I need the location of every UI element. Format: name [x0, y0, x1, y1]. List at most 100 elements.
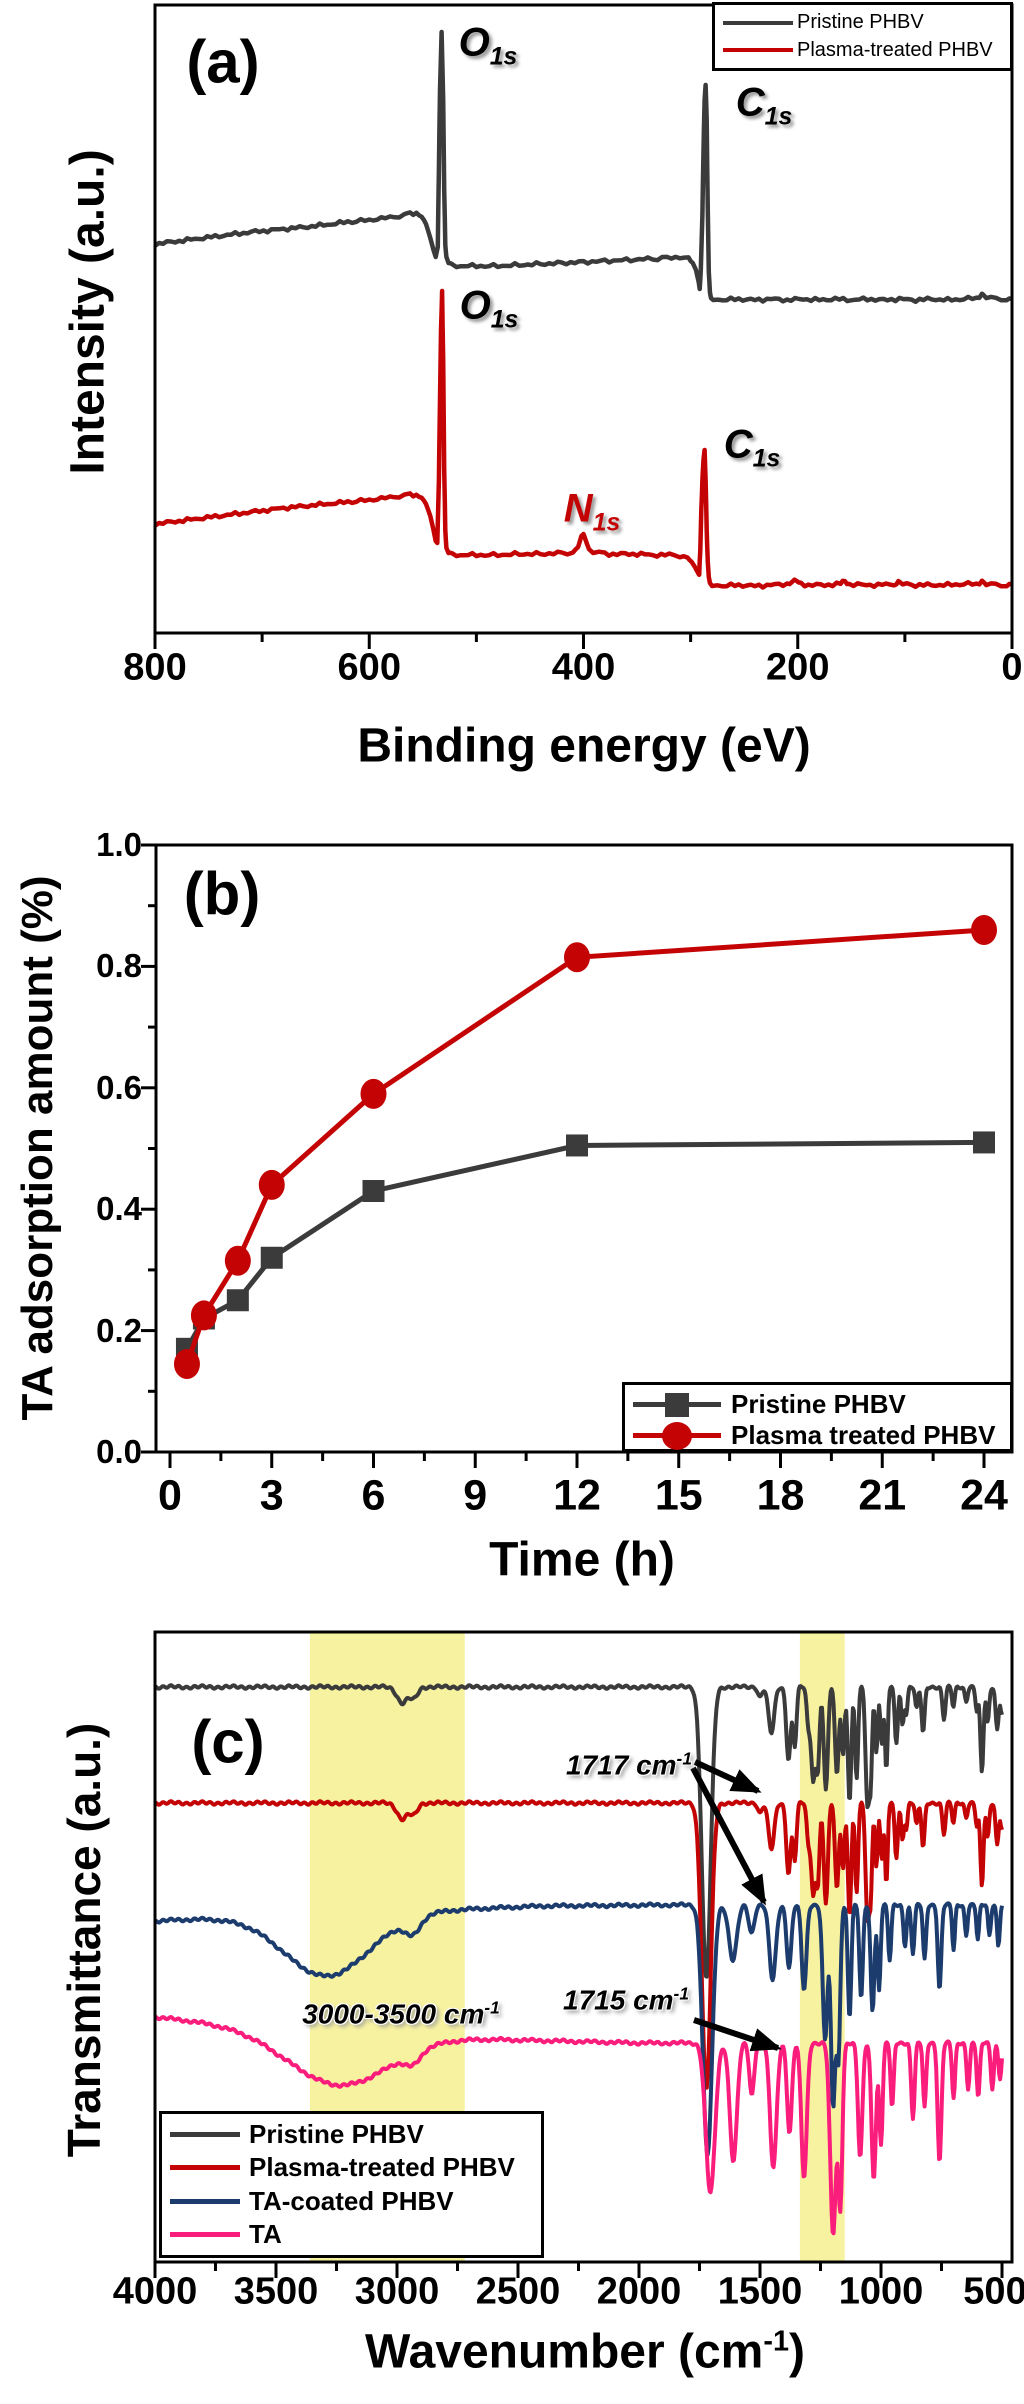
legend-item: Plasma-treated PHBV: [723, 39, 1002, 62]
panel-c-x-tick-label: 1000: [838, 2270, 924, 2313]
panel-b-y-axis-title: TA adsorption amount (%): [13, 875, 62, 1421]
panel-a-x-tick-label: 0: [1001, 646, 1023, 689]
panel-b-y-tick-label: 0.4: [96, 1190, 142, 1228]
annotation-arrow: [693, 2017, 782, 2052]
panel-b-y-tick-label: 0.6: [96, 1068, 142, 1106]
panel-a-y-axis-title: Intensity (a.u.): [61, 149, 115, 475]
panel-b-x-axis-title: Time (h): [489, 1533, 675, 1587]
data-point-circle: [224, 1245, 251, 1276]
panel-b-x-tick-label: 18: [756, 1471, 805, 1520]
ftir-curve-plasma-treated-phbv: [154, 1799, 1004, 2090]
xps-curve-plasma-treated-phbv: [153, 288, 1013, 590]
panel-c-x-tick-label: 3500: [233, 2270, 319, 2313]
legend-label: Pristine PHBV: [731, 1389, 906, 1419]
legend-label: Plasma-treated PHBV: [249, 2152, 515, 2183]
data-point-square: [260, 1246, 283, 1269]
panel-c-x-tick-label: 2500: [475, 2270, 561, 2313]
annotation-arrow: [693, 1759, 762, 1794]
legend-label: Plasma-treated PHBV: [797, 38, 993, 61]
legend-item: Plasma treated PHBV: [633, 1420, 1002, 1451]
data-point-circle: [258, 1169, 285, 1200]
adsorption-line-square: [184, 1139, 985, 1351]
panel-a-letter: (a): [186, 28, 260, 96]
legend-swatch-square-icon: [633, 1392, 721, 1417]
panel-b-y-tick-label: 0.0: [96, 1433, 142, 1470]
legend-swatch-line-icon: [170, 2165, 240, 2171]
legend-label: TA: [249, 2218, 282, 2249]
annotation-30003500cm: 3000-3500 cm-1: [302, 1997, 500, 2030]
panel-b-x-tick-label: 12: [553, 1471, 601, 1520]
legend-line-icon: [723, 48, 793, 53]
legend-item: Plasma-treated PHBV: [170, 2152, 533, 2183]
legend-label: Pristine PHBV: [249, 2119, 424, 2150]
data-point-circle: [360, 1078, 387, 1109]
ftir-curve-pristine-phbv: [154, 1683, 1004, 1979]
ftir-curve-ta-coated-phbv: [154, 1901, 1004, 2157]
panel-b-x-tick-label: 24: [960, 1471, 1008, 1520]
panel-a-x-tick-label: 200: [766, 646, 830, 689]
legend-line-icon: [170, 2165, 240, 2171]
data-point-circle: [971, 914, 997, 945]
data-point-circle: [173, 1348, 200, 1379]
panel-c-x-tick-label: 500: [963, 2270, 1024, 2313]
panel-b-x-tick-label: 21: [858, 1471, 907, 1520]
legend-swatch-line-icon: [170, 2198, 240, 2204]
panel-a-legend: Pristine PHBV Plasma-treated PHBV: [712, 2, 1013, 71]
panel-c-x-tick-label: 4000: [112, 2270, 198, 2313]
panel-b-y-tick-label: 0.8: [96, 947, 142, 985]
legend-item: TA-coated PHBV: [170, 2186, 533, 2217]
peak-label-c1s: C1s: [723, 422, 781, 473]
panel-b-x-tick-label: 15: [654, 1471, 703, 1520]
legend-swatch-line-icon: [723, 48, 793, 53]
data-point-square: [362, 1179, 385, 1202]
panel-a-x-tick-label: 400: [551, 646, 616, 689]
panel-b-x-tick-label: 0: [158, 1471, 182, 1520]
annotation-1717cm: 1717 cm-1: [566, 1748, 692, 1781]
panel-a-x-tick-label: 600: [337, 646, 401, 689]
data-point-square: [566, 1134, 588, 1157]
panel-c-letter: (c): [191, 1708, 265, 1776]
panel-c-legend: Pristine PHBV Plasma-treated PHBV TA-coate…: [159, 2111, 544, 2258]
legend-item: TA: [170, 2219, 533, 2250]
legend-label: Plasma treated PHBV: [731, 1420, 996, 1450]
panel-c-frame: [153, 1630, 1014, 2264]
panel-c-x-tick-label: 1500: [717, 2270, 803, 2313]
legend-label: Pristine PHBV: [797, 11, 924, 34]
ftir-curve-ta: [154, 2014, 1004, 2236]
panel-c-x-tick-label: 3000: [354, 2270, 440, 2313]
data-point-square: [973, 1131, 995, 1154]
legend-item: Pristine PHBV: [723, 11, 1002, 34]
legend-square-marker-icon: [665, 1392, 689, 1417]
peak-label-n1s: N1s: [563, 486, 621, 537]
legend-line-icon: [723, 20, 793, 25]
panel-b-x-tick-label: 9: [463, 1471, 488, 1520]
panel-a-x-tick-label: 800: [123, 646, 187, 689]
legend-circle-marker-icon: [662, 1421, 692, 1450]
panel-c-x-axis-title: Wavenumber (cm-1): [365, 2325, 805, 2379]
panel-b-letter: (b): [183, 860, 261, 928]
panel-b-x-tick-label: 6: [361, 1471, 386, 1520]
data-point-circle: [190, 1300, 217, 1331]
panel-b-legend: Pristine PHBV Plasma treated PHBV: [622, 1382, 1013, 1452]
legend-swatch-line-icon: [170, 2231, 240, 2237]
legend-swatch-circle-icon: [633, 1421, 721, 1450]
legend-line-icon: [170, 2198, 240, 2204]
panel-a-x-axis-title: Binding energy (eV): [357, 719, 811, 773]
xps-curve-pristine-phbv: [153, 29, 1013, 305]
legend-label: TA-coated PHBV: [249, 2185, 454, 2216]
panel-c-x-tick-label: 2000: [596, 2270, 682, 2313]
panel-c-y-axis-title: Transmittance (a.u.): [58, 1722, 110, 2158]
data-point-square: [226, 1289, 249, 1312]
annotation-arrow: [690, 1766, 767, 1906]
panel-b-y-tick-label: 1.0: [96, 826, 142, 863]
peak-label-o1s: O1s: [459, 283, 519, 334]
legend-swatch-line-icon: [170, 2132, 240, 2138]
legend-item: Pristine PHBV: [633, 1389, 1002, 1420]
data-point-circle: [564, 942, 590, 973]
annotation-1715cm: 1715 cm-1: [563, 1983, 689, 2016]
legend-swatch-line-icon: [723, 20, 793, 25]
panel-b-x-tick-label: 3: [259, 1471, 284, 1520]
peak-label-o1s: O1s: [458, 20, 518, 71]
